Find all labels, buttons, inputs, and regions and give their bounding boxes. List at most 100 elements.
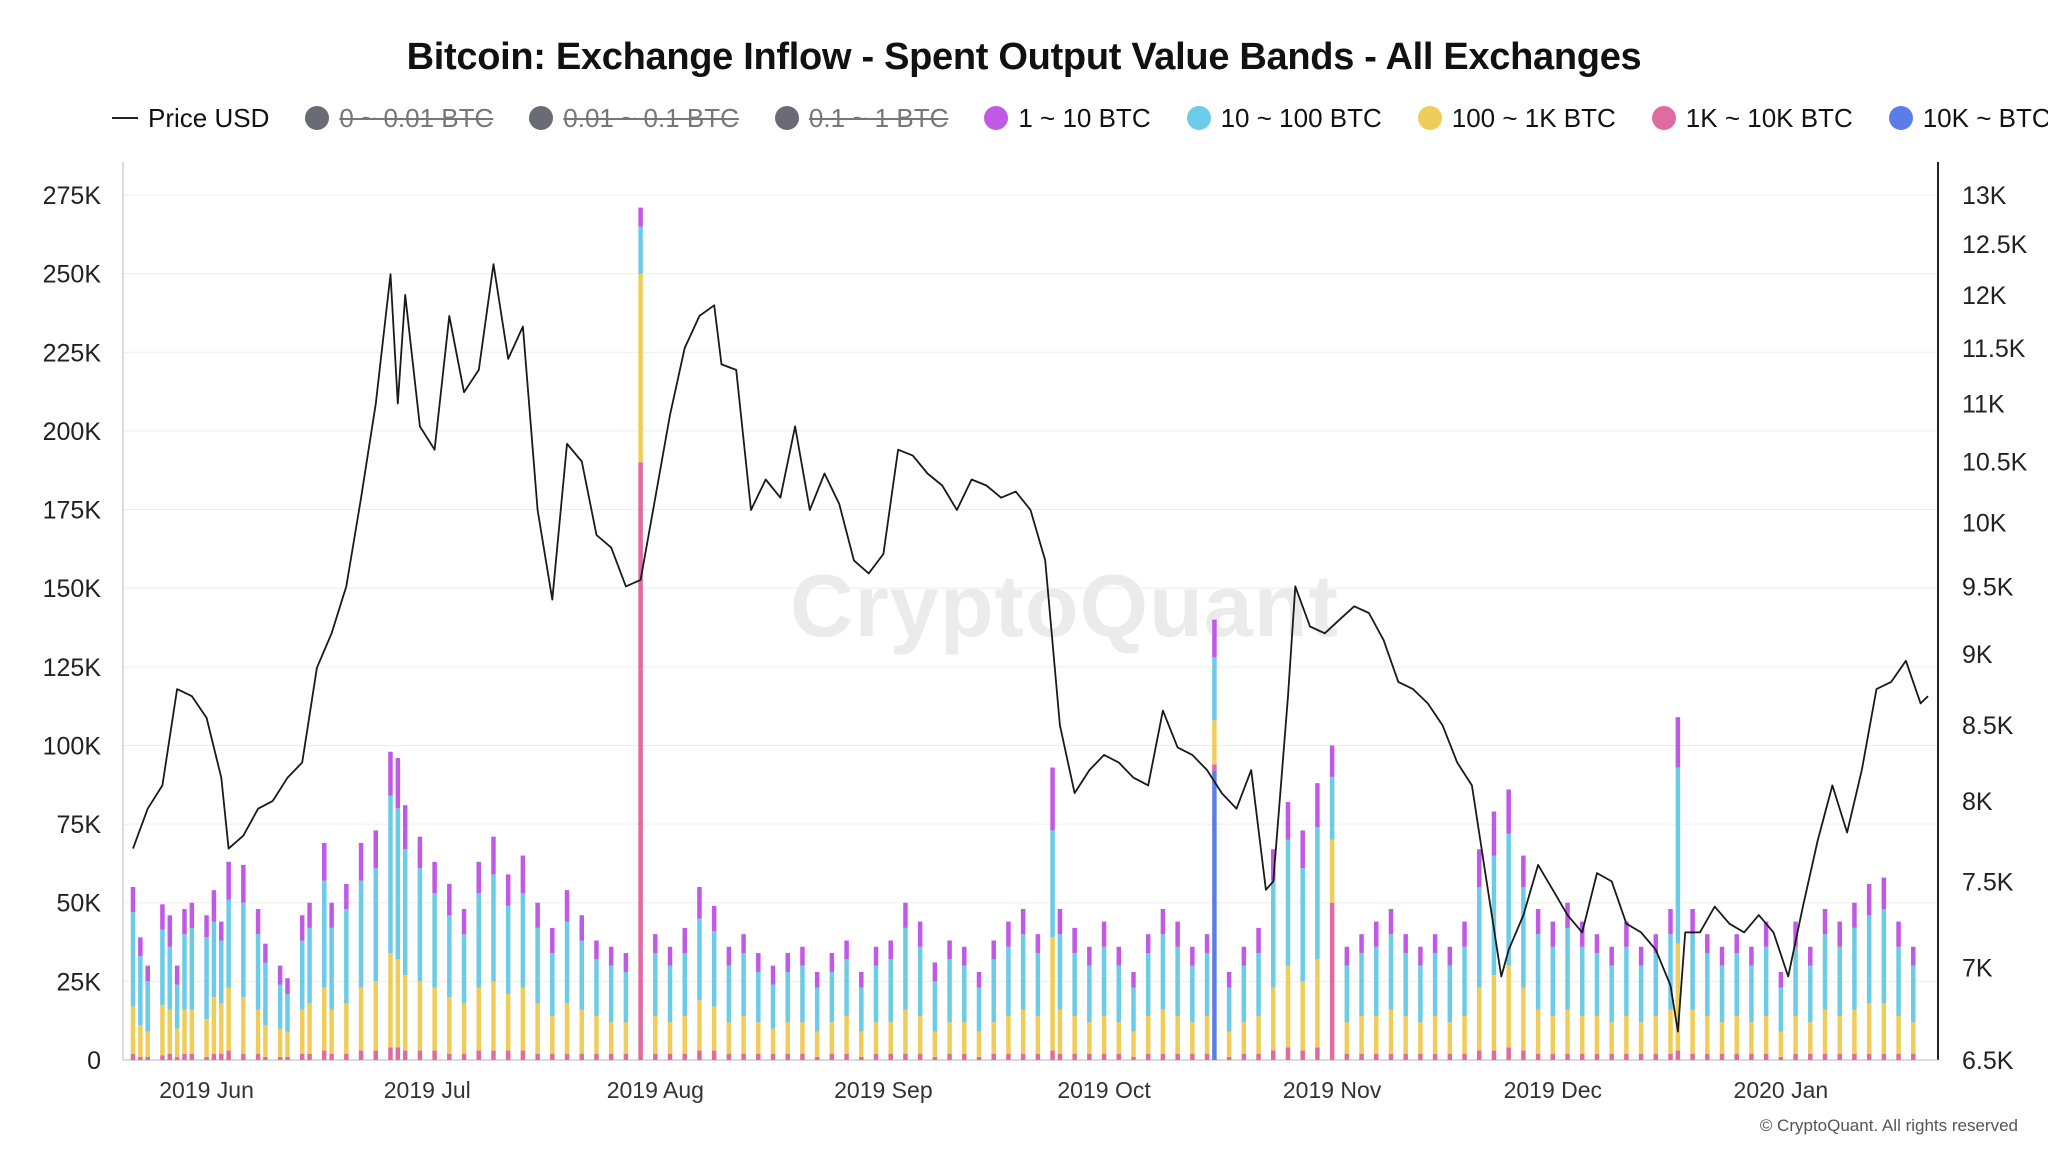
bar-segment <box>1521 887 1526 988</box>
bar-segment <box>1550 1015 1556 1054</box>
bar-segment <box>1763 946 1769 1016</box>
bar-segment <box>711 931 717 1007</box>
legend-item[interactable]: 0.01 ~ 0.1 BTC <box>529 103 739 134</box>
y-left-tick-label: 200K <box>43 418 102 446</box>
y-right-tick-label: 8.5K <box>1962 712 2014 740</box>
bar-segment <box>1852 927 1857 1010</box>
bar-segment <box>1374 1053 1379 1060</box>
bar-segment <box>505 1050 511 1060</box>
bar-segment <box>1145 934 1151 954</box>
bar-segment <box>1506 1047 1511 1060</box>
bar-segment <box>182 1009 187 1054</box>
bar-segment <box>505 874 511 906</box>
bar-segment <box>873 1022 879 1054</box>
bar-segment <box>1116 946 1122 966</box>
bar-segment <box>263 1056 268 1060</box>
bar-segment <box>174 1028 180 1057</box>
legend-item[interactable]: Price USD <box>112 103 269 134</box>
bar-segment <box>1624 1015 1629 1054</box>
legend-item[interactable]: 1K ~ 10K BTC <box>1651 102 1853 134</box>
legend-item[interactable]: 100 ~ 1K BTC <box>1417 103 1616 134</box>
bar-segment <box>903 1009 908 1054</box>
bar-segment <box>1300 868 1305 982</box>
bar-segment <box>1447 1053 1453 1060</box>
bar-segment <box>1057 934 1063 1010</box>
bar-segment <box>653 934 658 954</box>
bar-segment <box>1072 1015 1077 1054</box>
bar-segment <box>917 1053 923 1060</box>
y-left-tick-label: 225K <box>43 339 102 367</box>
bar-segment <box>277 984 283 1029</box>
bar-segment <box>1344 946 1350 966</box>
bar-segment <box>814 987 820 1032</box>
bar-segment <box>1778 987 1784 1032</box>
bar-segment <box>145 965 150 982</box>
bar-segment <box>1477 887 1482 988</box>
bar-segment <box>299 940 305 1010</box>
bar-segment <box>1072 953 1077 1016</box>
bar-segment <box>903 1053 908 1060</box>
y-left-tick-label: 25K <box>57 968 102 996</box>
bar-segment <box>800 946 805 966</box>
bar-segment <box>461 1003 467 1054</box>
bar-segment <box>417 868 423 982</box>
bar-segment <box>1050 830 1055 938</box>
bar-segment <box>1271 880 1276 988</box>
legend-item[interactable]: 0 ~ 0.01 BTC <box>305 103 493 134</box>
bar-segment <box>741 1015 746 1054</box>
bar-segment <box>1881 909 1887 1004</box>
bar-segment <box>1116 1053 1122 1060</box>
bar-segment <box>579 940 584 1010</box>
bar-segment <box>1594 953 1600 1016</box>
legend-item[interactable]: 10K ~ BTC <box>1888 103 2048 134</box>
bar-segment <box>888 1022 893 1054</box>
bar-segment <box>682 953 687 1016</box>
bar-segment <box>1226 1056 1232 1060</box>
legend-item[interactable]: 1 ~ 10 BTC <box>984 103 1151 134</box>
bar-segment <box>638 207 643 227</box>
bar-segment <box>1690 1053 1695 1060</box>
bar-segment <box>1344 965 1350 1023</box>
bar-segment <box>1388 934 1394 1010</box>
bar-segment <box>219 921 224 941</box>
chart-title: Bitcoin: Exchange Inflow - Spent Output … <box>406 36 1642 78</box>
price-line <box>132 263 1929 1033</box>
bar-segment <box>1675 767 1681 944</box>
bar-segment <box>741 1053 746 1060</box>
bar-segment <box>263 943 268 963</box>
bar-segment <box>564 1053 570 1060</box>
bar-segment <box>1624 946 1629 1016</box>
bar-segment <box>226 899 231 988</box>
bar-segment <box>447 1053 452 1060</box>
legend-item[interactable]: 0.1 ~ 1 BTC <box>774 103 948 134</box>
legend-item[interactable]: 10 ~ 100 BTC <box>1186 103 1382 134</box>
bar-segment <box>535 902 540 928</box>
bar-segment <box>1506 965 1511 1048</box>
y-left-tick-label: 125K <box>43 654 102 682</box>
bar-segment <box>1881 1003 1887 1054</box>
bar-segment <box>307 902 312 928</box>
y-right-tick-label: 12.5K <box>1962 231 2028 259</box>
bar-segment <box>1388 1009 1394 1054</box>
bar-segment <box>976 987 982 1032</box>
bar-segment <box>1050 1050 1055 1060</box>
bar-segment <box>1212 770 1217 1060</box>
bar-segment <box>1285 965 1291 1048</box>
bar-segment <box>476 1050 482 1060</box>
bar-segment <box>182 934 187 1010</box>
bar-segment <box>947 940 952 960</box>
bar-segment <box>829 1053 835 1060</box>
bar-segment <box>1521 987 1526 1051</box>
legend-label: 1K ~ 10K BTC <box>1685 102 1853 133</box>
bar-segment <box>1315 783 1320 828</box>
bar-segment <box>1020 1009 1026 1054</box>
bar-segment <box>756 971 761 1023</box>
bar-segment <box>535 927 540 1004</box>
circle-swatch-icon <box>305 106 330 130</box>
y-left-tick-label: 50K <box>57 890 102 918</box>
bar-segment <box>711 1006 717 1051</box>
bar-segment <box>1374 1015 1379 1054</box>
bar-segment <box>579 1053 584 1060</box>
y-right-tick-label: 7K <box>1962 955 1993 983</box>
bar-segment <box>1175 921 1180 947</box>
